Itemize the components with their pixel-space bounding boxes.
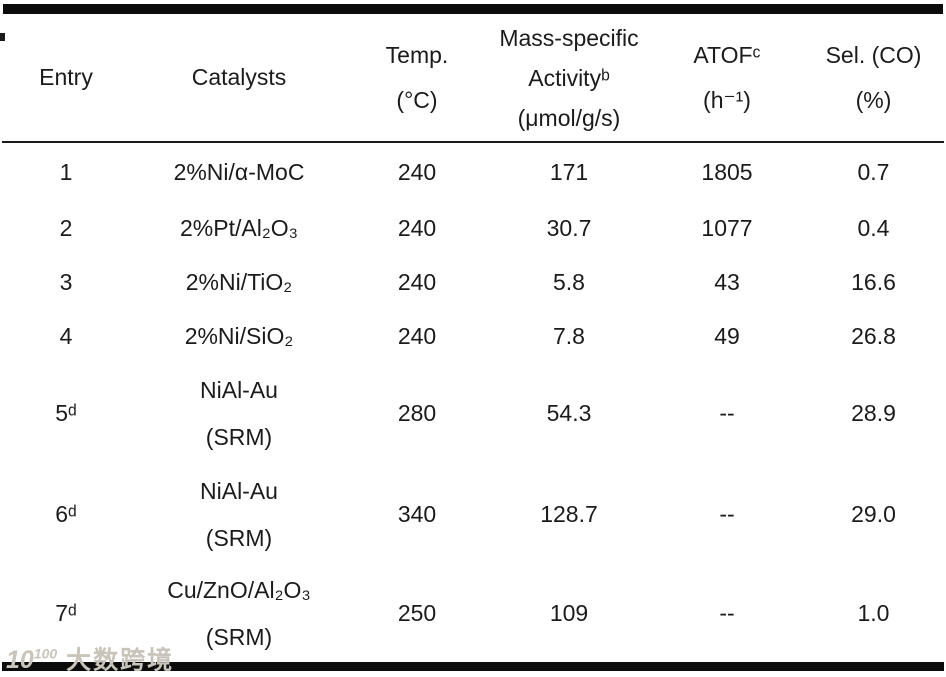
cell-temp: 240 [397, 268, 437, 295]
header-cell-temp: Temp. (°C) [348, 14, 486, 141]
cell-atof: 49 [714, 322, 740, 349]
cell-atof: 1805 [701, 158, 753, 185]
header-label: ATOFᶜ [693, 41, 761, 68]
cell-entry: 5ᵈ [55, 400, 77, 426]
table-row: 4 2%Ni/SiO₂ 240 7.8 49 26.8 [2, 309, 944, 363]
cell-catalyst: NiAl-Au (SRM) [200, 376, 278, 450]
header-cell-activity: Mass-specific Activityᵇ (μmol/g/s) [486, 14, 652, 141]
header-cell-catalysts: Catalysts [130, 14, 348, 141]
cell-temp: 240 [397, 158, 437, 185]
header-unit: (h⁻¹) [703, 86, 751, 113]
cell-activity: 128.7 [540, 501, 598, 527]
cell-entry: 7ᵈ [55, 600, 77, 626]
cell-catalyst: 2%Ni/α-MoC [173, 158, 305, 185]
header-cell-atof: ATOFᶜ (h⁻¹) [652, 14, 802, 141]
header-label: Sel. (CO) [825, 41, 922, 68]
cell-catalyst: 2%Ni/TiO₂ [185, 268, 293, 295]
cell-temp: 240 [397, 322, 437, 349]
table-header-row: Entry Catalysts Temp. (°C) Mass-specific… [2, 14, 944, 141]
header-cell-entry: Entry [2, 14, 130, 141]
table-row: 2 2%Pt/Al₂O₃ 240 30.7 1077 0.4 [2, 201, 944, 255]
cell-temp: 340 [397, 501, 437, 527]
cell-activity: 171 [549, 158, 589, 185]
cell-atof: -- [719, 400, 735, 426]
cell-atof: -- [719, 600, 735, 626]
cell-activity: 30.7 [546, 214, 592, 241]
cell-sel: 0.4 [857, 214, 890, 241]
header-label: Mass-specific [499, 24, 639, 51]
header-label: Entry [39, 64, 93, 90]
cell-activity: 109 [549, 600, 589, 626]
header-separator-rule [2, 141, 944, 143]
cell-sel: 1.0 [857, 600, 890, 626]
cell-entry: 1 [59, 158, 73, 185]
header-unit: (μmol/g/s) [517, 104, 621, 131]
header-unit: (%) [855, 86, 892, 113]
header-cell-sel: Sel. (CO) (%) [802, 14, 945, 141]
table-row: 5ᵈ NiAl-Au (SRM) 280 54.3 -- 28.9 [2, 363, 944, 464]
cell-catalyst: Cu/ZnO/Al₂O₃ (SRM) [167, 576, 311, 650]
cell-sel: 26.8 [851, 322, 896, 349]
cell-entry: 4 [59, 322, 73, 349]
cell-sel: 29.0 [851, 501, 896, 527]
watermark: 10100 大数跨境 [6, 639, 174, 675]
watermark-text: 大数跨境 [66, 646, 175, 674]
cell-catalyst: 2%Pt/Al₂O₃ [180, 214, 298, 241]
header-label: Catalysts [191, 64, 287, 90]
table-row: 6ᵈ NiAl-Au (SRM) 340 128.7 -- 29.0 [2, 464, 944, 565]
header-label: Activityᵇ [528, 64, 610, 91]
cell-catalyst: NiAl-Au (SRM) [200, 477, 278, 551]
cell-atof: 43 [714, 268, 740, 295]
cell-entry: 2 [59, 214, 73, 241]
cell-sel: 16.6 [851, 268, 896, 295]
cell-sel: 28.9 [851, 400, 896, 426]
cell-catalyst: 2%Ni/SiO₂ [184, 322, 294, 349]
cell-atof: -- [719, 501, 735, 527]
table-row: 1 2%Ni/α-MoC 240 171 1805 0.7 [2, 143, 944, 201]
table-top-rule [3, 4, 943, 14]
scan-artifact [0, 33, 5, 41]
cell-atof: 1077 [701, 214, 753, 241]
header-label: Temp. [385, 41, 449, 68]
cell-temp: 250 [397, 600, 437, 626]
cell-temp: 280 [397, 400, 437, 426]
header-unit: (°C) [396, 86, 438, 113]
cell-sel: 0.7 [857, 158, 890, 185]
table-row: 7ᵈ Cu/ZnO/Al₂O₃ (SRM) 250 109 -- 1.0 [2, 565, 944, 662]
cell-entry: 3 [59, 268, 73, 295]
cell-activity: 5.8 [553, 268, 585, 295]
table-bottom-rule [2, 662, 944, 671]
cell-temp: 240 [397, 214, 437, 241]
cell-activity: 54.3 [546, 400, 592, 426]
table-row: 3 2%Ni/TiO₂ 240 5.8 43 16.6 [2, 255, 944, 309]
watermark-logo: 10100 [6, 645, 58, 674]
cell-entry: 6ᵈ [55, 501, 77, 527]
cell-activity: 7.8 [553, 322, 585, 349]
